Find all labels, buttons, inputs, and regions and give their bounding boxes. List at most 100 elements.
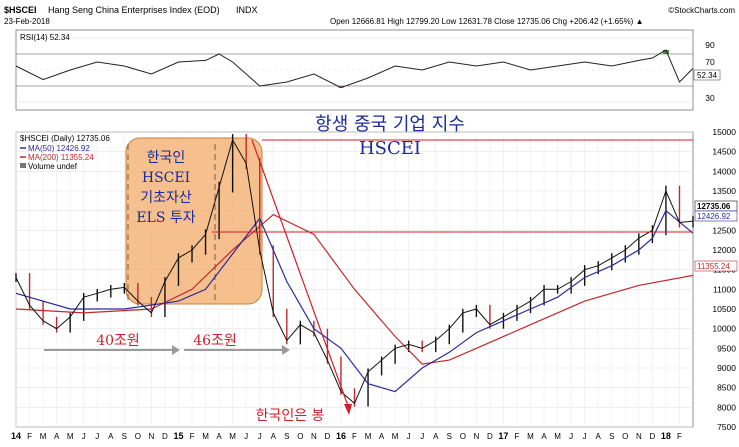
chart-index-name: Hang Seng China Enterprises Index (EOD) xyxy=(48,5,220,15)
y-tick-label: 9000 xyxy=(717,363,736,373)
x-tick-label: N xyxy=(311,432,317,441)
title-kr: 항생 중국 기업 지수 xyxy=(315,114,465,135)
x-tick-label: A xyxy=(216,432,222,441)
x-tick-label: J xyxy=(82,432,86,441)
chart-symbol: $HSCEI xyxy=(4,5,37,15)
x-tick-label: F xyxy=(352,432,357,441)
rsi-value-box xyxy=(693,69,721,81)
grey-arrow-2-head xyxy=(282,345,290,355)
y-tick-label: 15000 xyxy=(712,127,736,137)
y-tick-label: 14500 xyxy=(712,147,736,157)
crash-arrow-head xyxy=(344,404,352,415)
y-tick-label: 13500 xyxy=(712,186,736,196)
x-tick-label: D xyxy=(487,432,493,441)
x-tick-label: A xyxy=(433,432,439,441)
rsi-level-70: 70 xyxy=(705,57,715,67)
rsi-line xyxy=(15,49,694,89)
y-tick-label: 12500 xyxy=(712,225,736,235)
x-tick-label: N xyxy=(473,432,479,441)
x-tick-label: A xyxy=(379,432,385,441)
x-tick-label: A xyxy=(541,432,547,441)
rsi-level-30: 30 xyxy=(705,93,715,103)
y-tick-label: 10500 xyxy=(712,304,736,314)
els-investment-box xyxy=(125,137,263,305)
label-40: 40조원 xyxy=(96,333,140,349)
x-tick-label: 15 xyxy=(173,431,183,441)
x-tick-label: J xyxy=(420,432,424,441)
rsi-level-90: 90 xyxy=(705,40,715,50)
x-tick-label: M xyxy=(527,432,534,441)
box-line-2: HSCEI xyxy=(142,170,190,186)
rsi-panel: RSI(14) 52.34 52.34 90 70 30 xyxy=(15,29,721,111)
rsi-oversold-fill xyxy=(337,86,344,88)
x-tick-label: 14 xyxy=(11,431,21,441)
label-bottom: 한국인은 봉 xyxy=(256,408,325,424)
label-46: 46조원 xyxy=(193,333,237,349)
x-tick-label: 16 xyxy=(336,431,346,441)
x-tick-label: J xyxy=(569,432,573,441)
x-tick-label: O xyxy=(135,432,141,441)
ma200-tag-box xyxy=(694,260,738,272)
x-tick-label: O xyxy=(297,432,303,441)
x-tick-label: M xyxy=(365,432,372,441)
y-tick-label: 10000 xyxy=(712,324,736,334)
price-panel: 7500800085009000950010000105001100011500… xyxy=(11,114,738,441)
x-tick-label: S xyxy=(609,432,614,441)
x-tick-label: J xyxy=(258,432,262,441)
x-tick-label: D xyxy=(649,432,655,441)
x-tick-label: F xyxy=(27,432,32,441)
x-tick-label: D xyxy=(162,432,168,441)
x-tick-label: 17 xyxy=(498,431,508,441)
y-tick-label: 7500 xyxy=(717,422,736,432)
price-line xyxy=(15,138,694,405)
x-tick-label: 18 xyxy=(661,431,671,441)
y-tick-label: 8000 xyxy=(717,402,736,412)
x-tick-label: F xyxy=(677,432,682,441)
x-tick-label: J xyxy=(95,432,99,441)
rsi-overbought-fill xyxy=(662,50,669,54)
x-tick-label: M xyxy=(392,432,399,441)
y-tick-label: 11000 xyxy=(713,284,736,294)
y-tick-label: 9500 xyxy=(717,343,736,353)
chart-ohlc: Open 12666.81 High 12799.20 Low 12631.78… xyxy=(330,17,644,26)
x-tick-label: F xyxy=(515,432,520,441)
legend-volume-swatch xyxy=(20,163,26,168)
chart-date: 23-Feb-2018 xyxy=(4,17,50,26)
x-tick-label: O xyxy=(622,432,628,441)
x-tick-label: S xyxy=(447,432,452,441)
x-tick-label: D xyxy=(325,432,331,441)
x-tick-label: N xyxy=(636,432,642,441)
x-tick-label: J xyxy=(244,432,248,441)
x-tick-label: A xyxy=(596,432,602,441)
title-en: HSCEI xyxy=(359,138,421,159)
x-tick-label: A xyxy=(108,432,114,441)
legend-volume: Volume undef xyxy=(28,162,78,171)
ma50-tag: 12426.92 xyxy=(697,212,731,221)
y-tick-label: 12000 xyxy=(712,245,736,255)
grey-arrow-1-head xyxy=(172,345,180,355)
close-tag: 12735.06 xyxy=(697,202,731,211)
x-tick-label: M xyxy=(554,432,561,441)
y-tick-label: 8500 xyxy=(717,383,736,393)
ma200-tag: 11355.24 xyxy=(697,262,730,271)
x-tick-label: O xyxy=(460,432,466,441)
rsi-label: RSI(14) 52.34 xyxy=(20,33,70,42)
y-tick-label: 14000 xyxy=(712,166,736,176)
box-line-1: 한국인 xyxy=(147,150,186,166)
x-tick-label: S xyxy=(122,432,127,441)
x-tick-label: N xyxy=(149,432,155,441)
legend-ma200: MA(200) 11355.24 xyxy=(28,153,94,162)
box-line-3: 기초자산 xyxy=(140,190,192,206)
legend-ma50: MA(50) 12426.92 xyxy=(28,144,90,153)
stockcharts-credit: ©StockCharts.com xyxy=(668,6,735,15)
x-tick-label: M xyxy=(67,432,74,441)
x-tick-label: A xyxy=(54,432,60,441)
x-tick-label: J xyxy=(407,432,411,441)
x-tick-label: M xyxy=(202,432,209,441)
x-tick-label: M xyxy=(40,432,47,441)
ma50-line xyxy=(15,209,694,393)
ma200-line xyxy=(15,213,694,365)
x-tick-label: M xyxy=(229,432,236,441)
box-line-4: ELS 투자 xyxy=(136,210,195,226)
